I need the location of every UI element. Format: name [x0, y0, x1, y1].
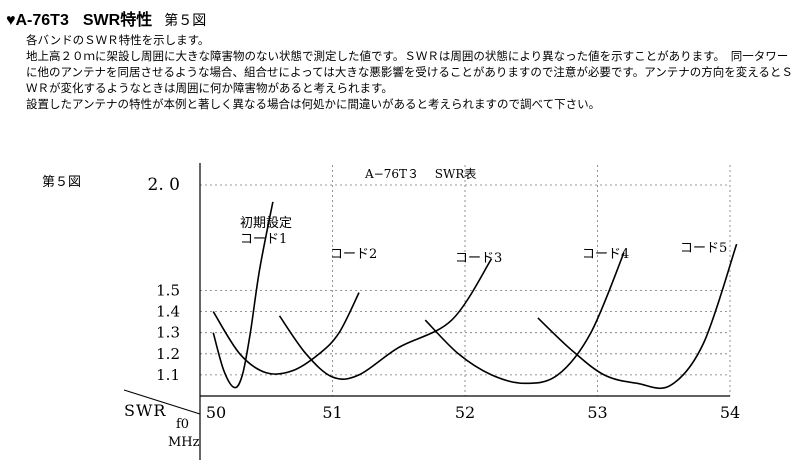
paragraph: 設置したアンテナの特性が本例と著しく異なる場合は何処かに間違いがあると考えられま… — [26, 97, 601, 111]
series-line — [278, 258, 493, 380]
series-label: コード1 — [240, 232, 287, 247]
heart-icon: ♥ — [6, 12, 16, 29]
series-label: コード4 — [582, 247, 629, 262]
corner-divider — [123, 389, 201, 415]
page-heading: ♥A-76T3 SWR特性 第５図 — [6, 6, 206, 30]
y-tick-label: 1.4 — [156, 303, 180, 321]
x-tick-label: 52 — [455, 403, 475, 422]
series-line — [212, 201, 274, 389]
y-tick-label: 2. 0 — [148, 175, 180, 195]
x-tick-label: 51 — [322, 403, 342, 422]
series-label: 初期設定 — [240, 215, 292, 231]
figure-reference: 第５図 — [164, 13, 207, 29]
figure-label: 第５図 — [42, 175, 82, 190]
x-tick-label: 53 — [587, 403, 607, 422]
y-axis-label: SWR — [124, 401, 166, 420]
y-tick-label: 1.5 — [156, 282, 180, 300]
chart-title: A−76T３ SWR表 — [364, 167, 476, 181]
paragraph: 各バンドのＳＷＲ特性を示します。 — [26, 33, 210, 47]
series-line — [212, 292, 360, 375]
x-tick-label: 50 — [206, 403, 226, 422]
y-tick-label: 1.1 — [156, 366, 180, 384]
x-axis-label: f0 — [176, 417, 189, 432]
series-label: コード3 — [455, 251, 502, 266]
series-line — [537, 243, 738, 389]
x-axis-unit: MHz — [168, 435, 200, 450]
series-label: コード5 — [680, 241, 727, 256]
description: 各バンドのＳＷＲ特性を示します。 地上高２０ｍに架設し周囲に大きな障害物のない状… — [26, 32, 796, 112]
series-label: コード2 — [330, 247, 377, 262]
paragraph: 地上高２０ｍに架設し周囲に大きな障害物のない状態で測定した値です。ＳＷＲは周囲の… — [26, 49, 793, 95]
section-title: SWR特性 — [82, 12, 153, 29]
x-tick-label: 54 — [720, 403, 740, 422]
y-tick-label: 1.2 — [156, 345, 180, 363]
series-line — [424, 252, 625, 385]
model-name: A-76T3 — [15, 12, 69, 29]
y-tick-label: 1.3 — [156, 324, 180, 342]
